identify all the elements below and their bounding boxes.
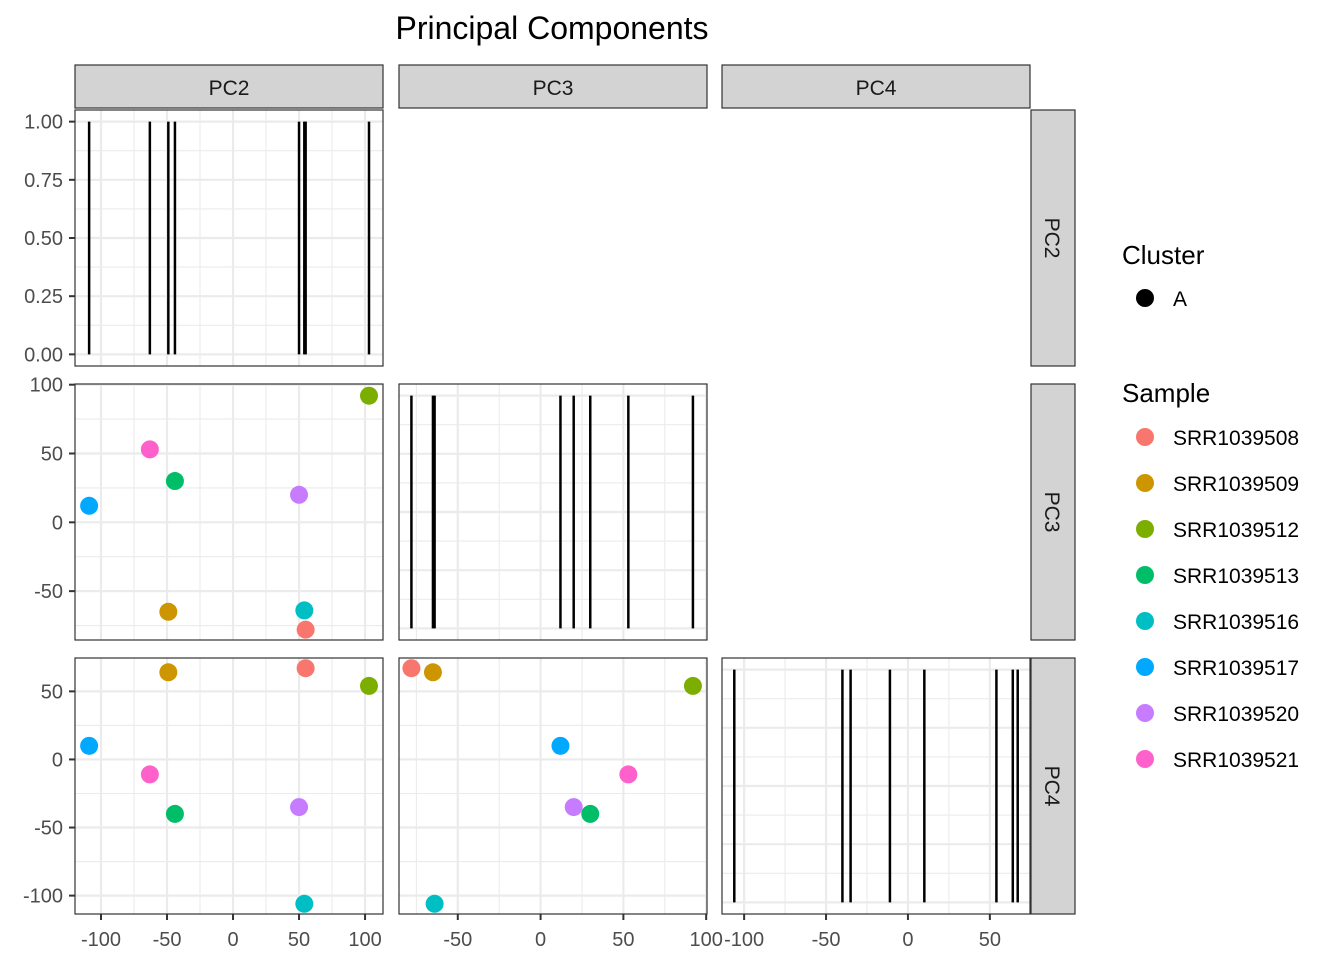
y-tick-label: 50 — [41, 444, 63, 466]
legend-label-cluster: A — [1173, 288, 1187, 311]
x-tick-label: -100 — [81, 929, 121, 951]
y-tick-label: 50 — [41, 681, 63, 703]
legend-key-SRR1039516 — [1136, 612, 1154, 630]
y-tick-label: 100 — [30, 375, 63, 397]
panel-border — [398, 383, 708, 641]
x-tick-label: -50 — [812, 929, 841, 951]
x-tick-label: 50 — [979, 929, 1001, 951]
panel-bg — [399, 658, 707, 914]
strip-right-PC4 — [1030, 657, 1076, 915]
panel-border — [74, 657, 384, 915]
legend-key-SRR1039521 — [1136, 750, 1154, 768]
legend-label-sample: SRR1039513 — [1173, 565, 1299, 588]
panel-border — [398, 657, 708, 915]
x-tick-label: 50 — [612, 929, 634, 951]
point-SRR1039512 — [360, 676, 379, 695]
strip-label-PC3: PC3 — [533, 77, 574, 100]
y-tick-label: -50 — [34, 581, 63, 603]
strip-label-PC2: PC2 — [209, 77, 250, 100]
panel-bg — [75, 658, 383, 914]
point-SRR1039508 — [296, 659, 315, 678]
y-tick-label: 0.25 — [24, 286, 63, 308]
point-SRR1039508 — [296, 620, 315, 639]
point-SRR1039517 — [80, 496, 99, 515]
y-tick-label: 0 — [52, 512, 63, 534]
y-tick-label: -100 — [23, 886, 63, 908]
legend-key-SRR1039512 — [1136, 520, 1154, 538]
point-SRR1039513 — [581, 804, 600, 823]
point-SRR1039520 — [290, 798, 309, 817]
point-SRR1039516 — [295, 601, 314, 620]
x-tick-label: -50 — [153, 929, 182, 951]
point-SRR1039509 — [423, 663, 442, 682]
point-SRR1039516 — [295, 894, 314, 913]
point-SRR1039517 — [551, 736, 570, 755]
point-SRR1039516 — [425, 894, 444, 913]
x-tick-label: 100 — [348, 929, 381, 951]
legend-key-SRR1039508 — [1136, 428, 1154, 446]
strip-top-PC4 — [721, 64, 1031, 109]
strip-label-PC2: PC2 — [1040, 218, 1063, 259]
point-SRR1039513 — [165, 804, 184, 823]
x-tick-label: 0 — [535, 929, 546, 951]
x-tick-label: -50 — [443, 929, 472, 951]
legend-key-SRR1039520 — [1136, 704, 1154, 722]
point-SRR1039509 — [159, 602, 178, 621]
legend-sample-title: Sample — [1122, 378, 1210, 408]
legend-label-sample: SRR1039521 — [1173, 749, 1299, 772]
panel-border — [74, 383, 384, 641]
point-SRR1039520 — [290, 485, 309, 504]
panel-border — [721, 657, 1031, 915]
point-SRR1039513 — [165, 472, 184, 491]
x-tick-label: 0 — [902, 929, 913, 951]
panel-bg — [75, 384, 383, 640]
legend-label-sample: SRR1039508 — [1173, 427, 1299, 450]
y-tick-label: 0.75 — [24, 170, 63, 192]
strip-label-PC4: PC4 — [1040, 766, 1063, 807]
point-SRR1039517 — [80, 736, 99, 755]
legend-key-cluster-A — [1136, 289, 1154, 307]
legend: Cluster Sample A SRR1039508 SRR1039509 SRR1… — [1122, 240, 1299, 772]
strip-right-PC3 — [1030, 383, 1076, 641]
point-SRR1039521 — [140, 440, 159, 459]
strip-top-PC3 — [398, 64, 708, 109]
chart-title: Principal Components — [395, 10, 708, 46]
legend-label-sample: SRR1039512 — [1173, 519, 1299, 542]
point-SRR1039512 — [360, 386, 379, 405]
strip-label-PC4: PC4 — [856, 77, 897, 100]
point-SRR1039521 — [140, 765, 159, 784]
legend-key-SRR1039513 — [1136, 566, 1154, 584]
y-tick-label: 0.00 — [24, 344, 63, 366]
strip-top-PC2 — [74, 64, 384, 109]
x-tick-label: 100 — [689, 929, 722, 951]
strip-label-PC3: PC3 — [1040, 492, 1063, 533]
point-SRR1039509 — [159, 663, 178, 682]
point-SRR1039520 — [564, 798, 583, 817]
point-SRR1039512 — [683, 676, 702, 695]
strip-right-PC2 — [1030, 109, 1076, 367]
x-tick-label: 50 — [288, 929, 310, 951]
point-SRR1039508 — [402, 659, 421, 678]
legend-label-sample: SRR1039517 — [1173, 657, 1299, 680]
legend-label-sample: SRR1039509 — [1173, 473, 1299, 496]
legend-key-SRR1039517 — [1136, 658, 1154, 676]
y-tick-label: 0 — [52, 749, 63, 771]
x-tick-label: -100 — [724, 929, 764, 951]
legend-cluster-title: Cluster — [1122, 240, 1205, 270]
legend-key-SRR1039509 — [1136, 474, 1154, 492]
y-tick-label: 1.00 — [24, 112, 63, 134]
y-tick-label: -50 — [34, 818, 63, 840]
x-tick-label: 0 — [227, 929, 238, 951]
point-SRR1039521 — [619, 765, 638, 784]
y-tick-label: 0.50 — [24, 228, 63, 250]
legend-label-sample: SRR1039520 — [1173, 703, 1299, 726]
legend-label-sample: SRR1039516 — [1173, 611, 1299, 634]
